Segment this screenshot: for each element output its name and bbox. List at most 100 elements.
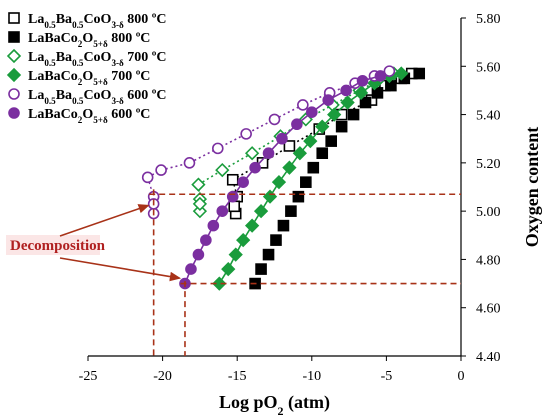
legend-item: LaBaCo2O5+δ 800 ºC (8, 31, 150, 49)
data-point (271, 175, 287, 190)
y-tick-label: 5.60 (476, 60, 501, 75)
annotation-label-bg (6, 235, 100, 255)
x-tick-label: 0 (458, 369, 465, 384)
legend-item: LaBaCo2O5+δ 700 ºC (6, 67, 150, 87)
data-point (340, 95, 355, 110)
legend-marker (6, 48, 22, 64)
data-point (191, 177, 206, 192)
data-point (283, 140, 296, 152)
data-point (240, 128, 252, 140)
data-point (356, 74, 369, 87)
data-point (325, 135, 337, 147)
data-point (212, 276, 227, 291)
data-point (200, 234, 212, 246)
data-point (282, 160, 297, 175)
x-tick-label: -15 (228, 369, 247, 384)
legend-item: La0.5Ba0.5CoO3-δ 700 ºC (6, 48, 166, 68)
y-tick-label: 4.40 (476, 350, 501, 365)
data-point (183, 157, 196, 169)
x-axis-label: Log pO2 (atm) (219, 392, 330, 418)
data-point (244, 218, 260, 233)
data-point (374, 70, 387, 82)
data-point (315, 119, 330, 134)
data-point (285, 205, 297, 217)
data-point (192, 196, 208, 212)
data-point (244, 146, 260, 161)
data-point (300, 176, 312, 188)
legend-marker (8, 12, 20, 24)
data-point (292, 146, 307, 161)
series-tail-line (147, 177, 155, 214)
y-tick-label: 5.00 (476, 205, 501, 220)
y-axis-label: Oxygen content (522, 127, 542, 248)
data-point (385, 79, 397, 92)
y-tick-label: 4.60 (476, 302, 501, 317)
data-point (226, 173, 239, 186)
data-point (297, 99, 309, 111)
data-point (303, 133, 318, 149)
legend-marker (8, 107, 20, 119)
x-tick-label: -5 (381, 369, 393, 384)
y-tick-label: 5.80 (476, 12, 501, 27)
legend-label: LaBaCo2O5+δ 700 ºC (28, 69, 150, 87)
data-point (305, 106, 318, 118)
data-point (237, 176, 249, 188)
data-point (249, 161, 261, 174)
data-point (292, 190, 305, 203)
data-point (262, 248, 275, 261)
x-tick-label: -10 (302, 369, 321, 384)
legend-marker (8, 31, 20, 43)
data-point (155, 164, 167, 176)
legend-label: La0.5Ba0.5CoO3-δ 800 ºC (28, 12, 166, 30)
data-point (270, 234, 282, 246)
annotation-arrow (59, 257, 182, 282)
data-point (383, 65, 396, 77)
data-point (262, 147, 275, 159)
data-point (228, 200, 241, 213)
series-6 (179, 70, 387, 290)
data-point (226, 190, 239, 203)
data-point (192, 248, 205, 261)
data-point (327, 107, 342, 122)
data-point (316, 147, 329, 159)
data-point (394, 66, 409, 81)
data-point (255, 263, 267, 275)
legend-label: La0.5Ba0.5CoO3-δ 700 ºC (28, 50, 166, 68)
x-tick-label: -20 (153, 369, 172, 384)
data-point (207, 219, 220, 232)
y-tick-label: 5.20 (476, 157, 501, 172)
annotation-arrow (59, 204, 150, 237)
legend-label: LaBaCo2O5+δ 600 ºC (28, 107, 150, 125)
data-point (268, 113, 281, 126)
data-point (262, 189, 278, 204)
data-point (347, 108, 360, 121)
legend-marker (6, 67, 22, 83)
data-point (277, 219, 290, 232)
y-tick-label: 4.80 (476, 253, 501, 268)
decomposition-annotation: Decomposition (6, 189, 461, 356)
legend-item: La0.5Ba0.5CoO3-δ 600 ºC (8, 88, 166, 106)
data-point (276, 132, 288, 145)
data-point (228, 247, 243, 262)
legend-item: LaBaCo2O5+δ 600 ºC (8, 107, 150, 125)
x-tick-label: -25 (79, 369, 98, 384)
legend-item: La0.5Ba0.5CoO3-δ 800 ºC (8, 12, 166, 30)
data-point (340, 84, 352, 97)
annotation-label: Decomposition (10, 238, 106, 254)
data-point (216, 205, 229, 217)
y-tick-label: 5.40 (476, 109, 501, 124)
series-4 (212, 66, 409, 291)
data-point (353, 85, 369, 100)
legend-marker (8, 88, 20, 100)
data-point (185, 263, 197, 275)
data-point (291, 118, 303, 131)
data-point (221, 261, 236, 277)
legend-label: La0.5Ba0.5CoO3-δ 600 ºC (28, 88, 166, 106)
data-point (307, 161, 320, 174)
data-point (236, 232, 251, 248)
data-point (413, 67, 426, 80)
data-point (335, 120, 348, 133)
data-point (359, 96, 372, 109)
